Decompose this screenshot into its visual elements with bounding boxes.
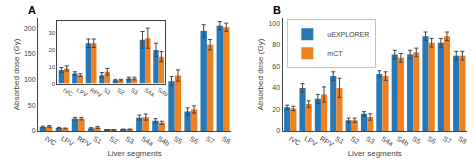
svg-text:S5: S5 bbox=[411, 135, 422, 145]
svg-text:60: 60 bbox=[272, 63, 280, 70]
svg-text:10: 10 bbox=[48, 64, 55, 70]
svg-text:RPV: RPV bbox=[319, 135, 335, 148]
svg-text:A: A bbox=[28, 4, 36, 16]
svg-text:S4b: S4b bbox=[156, 135, 170, 147]
svg-text:100: 100 bbox=[268, 20, 280, 27]
svg-text:S7: S7 bbox=[442, 135, 453, 145]
svg-text:S3: S3 bbox=[130, 87, 140, 96]
svg-text:S6: S6 bbox=[189, 135, 200, 145]
svg-text:20: 20 bbox=[48, 47, 55, 53]
svg-text:RPV: RPV bbox=[89, 87, 103, 98]
svg-text:IVC: IVC bbox=[44, 135, 58, 147]
svg-text:0: 0 bbox=[32, 127, 36, 134]
svg-text:LPV: LPV bbox=[76, 87, 89, 98]
svg-text:LPV: LPV bbox=[60, 135, 75, 148]
svg-text:150: 150 bbox=[24, 50, 36, 57]
svg-text:uEXPLORER: uEXPLORER bbox=[327, 31, 369, 38]
svg-text:LPV: LPV bbox=[303, 135, 318, 148]
svg-text:IVC: IVC bbox=[62, 87, 74, 98]
svg-text:S1: S1 bbox=[92, 135, 103, 145]
svg-text:Liver segments: Liver segments bbox=[107, 149, 161, 158]
svg-text:0: 0 bbox=[52, 81, 56, 87]
svg-text:B: B bbox=[273, 4, 281, 16]
svg-text:S8: S8 bbox=[457, 135, 468, 145]
svg-text:S6: S6 bbox=[426, 135, 437, 145]
svg-text:20: 20 bbox=[272, 106, 280, 113]
svg-text:IVC: IVC bbox=[288, 135, 302, 147]
svg-text:S4b: S4b bbox=[396, 135, 410, 147]
svg-text:Absorbed dose (Gy): Absorbed dose (Gy) bbox=[12, 38, 21, 110]
svg-text:50: 50 bbox=[28, 102, 36, 109]
svg-text:200: 200 bbox=[24, 25, 36, 32]
svg-text:S4a: S4a bbox=[143, 87, 156, 98]
svg-text:40: 40 bbox=[272, 84, 280, 91]
svg-text:RPV: RPV bbox=[76, 135, 92, 148]
svg-text:S5: S5 bbox=[172, 135, 183, 145]
svg-text:S1: S1 bbox=[103, 87, 113, 96]
svg-text:S4a: S4a bbox=[140, 135, 154, 147]
svg-text:S2: S2 bbox=[116, 87, 126, 96]
svg-text:S4a: S4a bbox=[380, 135, 394, 147]
svg-text:Liver segments: Liver segments bbox=[348, 149, 402, 158]
svg-text:S4b: S4b bbox=[157, 87, 170, 98]
svg-text:100: 100 bbox=[24, 76, 36, 83]
svg-text:Absorbed dose (Gy): Absorbed dose (Gy) bbox=[256, 38, 265, 110]
svg-text:S2: S2 bbox=[349, 135, 360, 145]
svg-text:0: 0 bbox=[276, 127, 280, 134]
svg-text:S7: S7 bbox=[205, 135, 216, 145]
svg-text:S1: S1 bbox=[334, 135, 345, 145]
svg-text:30: 30 bbox=[48, 30, 55, 36]
svg-text:mCT: mCT bbox=[327, 50, 343, 57]
svg-text:S2: S2 bbox=[108, 135, 119, 145]
svg-text:S8: S8 bbox=[221, 135, 232, 145]
svg-text:S3: S3 bbox=[365, 135, 376, 145]
svg-text:80: 80 bbox=[272, 41, 280, 48]
svg-text:S3: S3 bbox=[124, 135, 135, 145]
